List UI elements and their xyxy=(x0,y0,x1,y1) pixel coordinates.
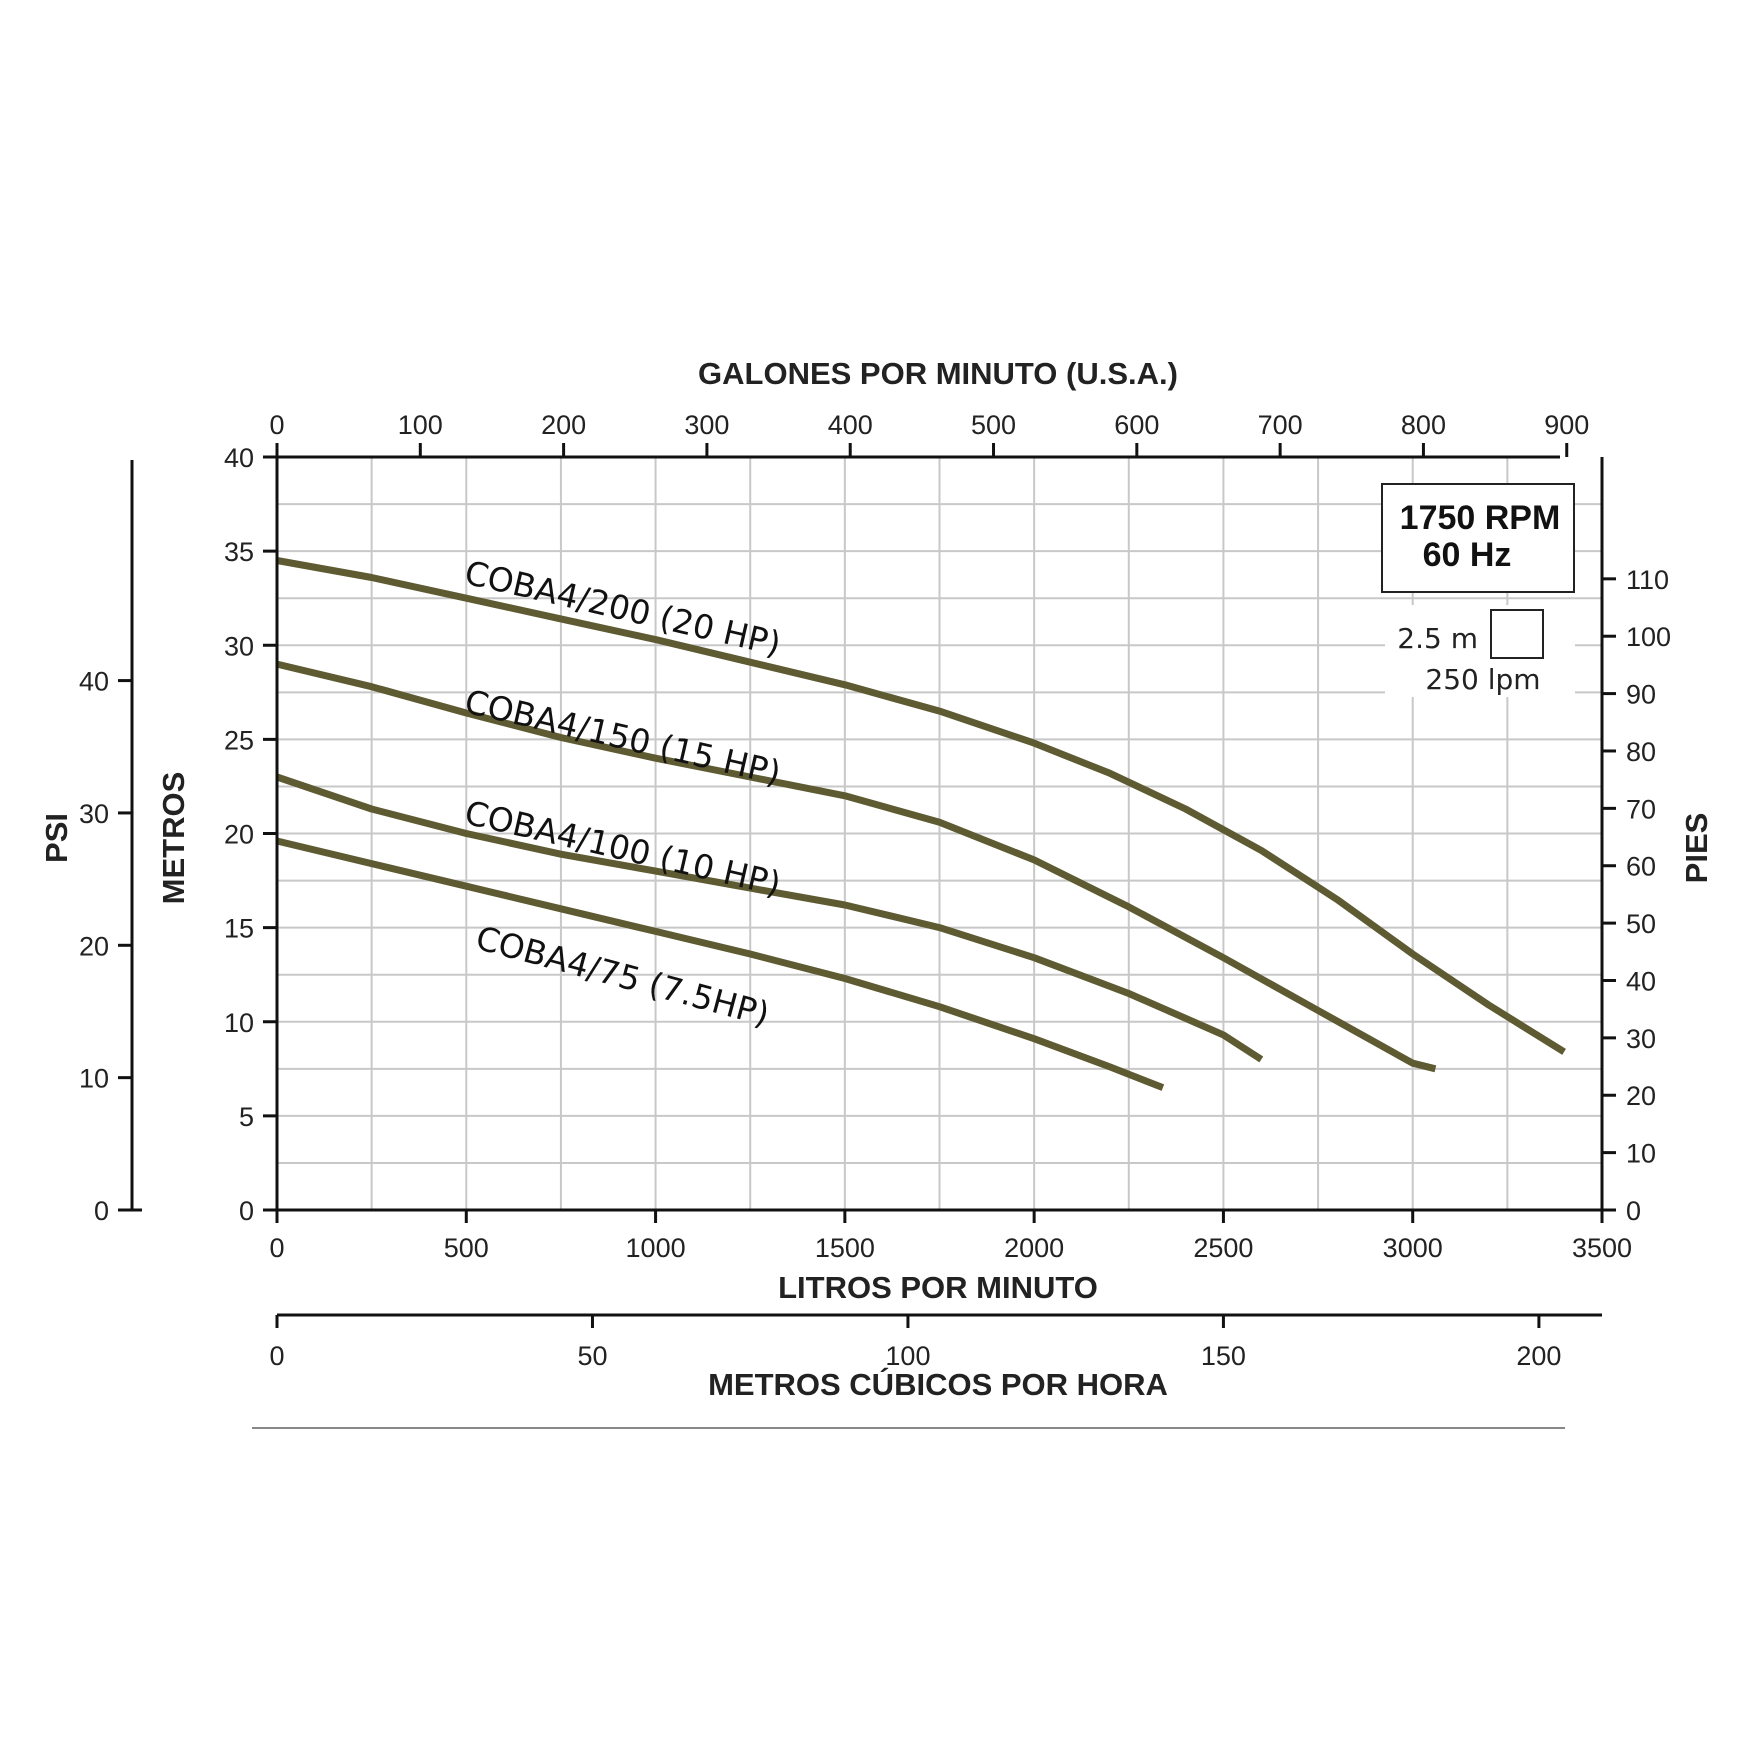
y-tick-label: 15 xyxy=(224,914,254,944)
x-top-tick-label: 600 xyxy=(1114,410,1159,440)
y-right-tick-label: 110 xyxy=(1626,565,1669,595)
y-right-tick-label: 100 xyxy=(1626,622,1671,652)
x-bottom2-tick-label: 200 xyxy=(1516,1341,1561,1371)
grid-scale-square xyxy=(1490,609,1544,659)
y-tick-label: 5 xyxy=(239,1102,254,1132)
x-top-tick-label: 700 xyxy=(1258,410,1303,440)
y-right-tick-label: 90 xyxy=(1626,680,1656,710)
x-tick-label: 1000 xyxy=(626,1233,686,1263)
y-psi-tick-label: 20 xyxy=(79,931,109,961)
x-top-tick-label: 0 xyxy=(269,410,284,440)
y-tick-label: 20 xyxy=(224,820,254,850)
x-bottom2-tick-label: 50 xyxy=(577,1341,607,1371)
y-psi-axis-title: PSI xyxy=(39,813,74,863)
grid-scale-horizontal: 250 lpm xyxy=(1425,663,1540,696)
y-psi-tick-label: 40 xyxy=(79,667,109,697)
x-tick-label: 1500 xyxy=(815,1233,875,1263)
y-right-tick-label: 80 xyxy=(1626,737,1656,767)
grid-scale-vertical: 2.5 m xyxy=(1397,622,1478,655)
axes: 0 100 200 300 400 500 600 700 800 900051015202530… xyxy=(79,410,1671,1371)
y-tick-label: 40 xyxy=(224,443,254,473)
x-axis-title: LITROS POR MINUTO xyxy=(778,1270,1098,1305)
y-right-tick-label: 10 xyxy=(1626,1139,1656,1169)
info-box-rpm: 1750 RPM xyxy=(1400,499,1561,537)
x-bottom2-axis-title: METROS CÚBICOS POR HORA xyxy=(708,1366,1168,1402)
y-axis-title: METROS xyxy=(156,772,191,905)
series-curves xyxy=(275,557,1566,1091)
y-right-tick-label: 20 xyxy=(1626,1081,1656,1111)
x-tick-label: 2500 xyxy=(1193,1233,1253,1263)
y-psi-tick-label: 10 xyxy=(79,1064,109,1094)
y-right-axis-title: PIES xyxy=(1679,813,1714,884)
y-right-tick-label: 0 xyxy=(1626,1196,1641,1226)
y-psi-tick-label: 30 xyxy=(79,799,109,829)
series-line-1 xyxy=(276,557,1566,1055)
y-tick-label: 0 xyxy=(239,1196,254,1226)
x-top-tick-label: 200 xyxy=(541,410,586,440)
x-top-tick-label: 100 xyxy=(398,410,443,440)
x-top-tick-label: 900 xyxy=(1544,410,1589,440)
y-psi-tick-label: 0 xyxy=(94,1196,109,1226)
x-bottom2-tick-label: 0 xyxy=(269,1341,284,1371)
grid-scale-legend: 2.5 m 250 lpm xyxy=(1385,605,1575,697)
info-box: 1750 RPM 60 Hz xyxy=(1381,483,1575,593)
series-line-3 xyxy=(275,773,1264,1063)
x-tick-label: 500 xyxy=(444,1233,489,1263)
x-tick-label: 3500 xyxy=(1572,1233,1632,1263)
curve-label-coba4-150: COBA4/150 (15 HP) xyxy=(461,682,784,793)
info-box-hz: 60 Hz xyxy=(1423,536,1512,574)
y-right-tick-label: 50 xyxy=(1626,909,1656,939)
series-line-4 xyxy=(276,837,1165,1091)
y-right-tick-label: 70 xyxy=(1626,794,1656,824)
x-top-tick-label: 300 xyxy=(684,410,729,440)
y-right-tick-label: 30 xyxy=(1626,1024,1656,1054)
x-tick-label: 3000 xyxy=(1383,1233,1443,1263)
info-box-frame xyxy=(1381,483,1575,593)
y-right-tick-label: 40 xyxy=(1626,966,1656,996)
series-line-2 xyxy=(276,660,1437,1073)
x-top-tick-label: 400 xyxy=(828,410,873,440)
curve-label-coba4-100: COBA4/100 (10 HP) xyxy=(461,793,784,904)
x-top-tick-label: 800 xyxy=(1401,410,1446,440)
y-right-tick-label: 60 xyxy=(1626,852,1656,882)
x-bottom2-tick-label: 100 xyxy=(885,1341,930,1371)
x-top-tick-label: 500 xyxy=(971,410,1016,440)
y-tick-label: 25 xyxy=(224,725,254,755)
x-top-axis-title: GALONES POR MINUTO (U.S.A.) xyxy=(698,356,1178,391)
x-tick-label: 2000 xyxy=(1004,1233,1064,1263)
y-tick-label: 30 xyxy=(224,631,254,661)
curve-label-coba4-75: COBA4/75 (7.5HP) xyxy=(472,918,774,1034)
y-tick-label: 35 xyxy=(224,537,254,567)
y-tick-label: 10 xyxy=(224,1008,254,1038)
x-bottom2-tick-label: 150 xyxy=(1201,1341,1246,1371)
x-tick-label: 0 xyxy=(269,1233,284,1263)
